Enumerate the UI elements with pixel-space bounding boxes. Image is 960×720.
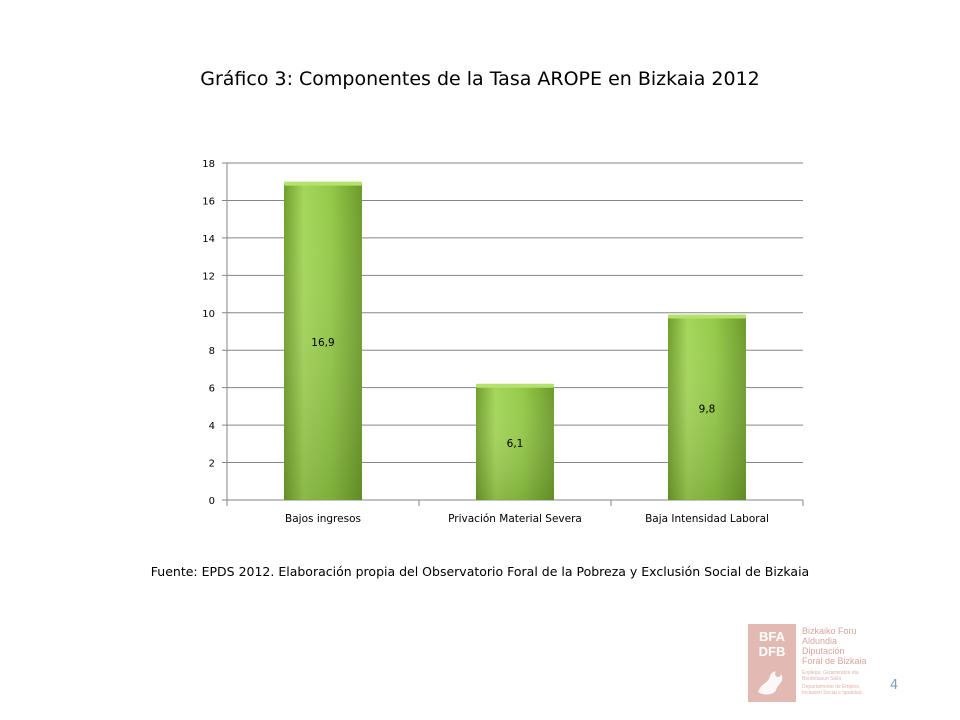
y-tick-label: 10 (202, 309, 215, 320)
bar-top-bevel (284, 181, 362, 186)
logo-text: Bizkaiko Foru Aldundia Diputación Foral … (802, 626, 878, 666)
logo-line3: Diputación (802, 646, 845, 656)
y-tick-label: 0 (209, 496, 215, 507)
x-category-label: Privación Material Severa (448, 513, 582, 525)
logo-line2: Aldundia (802, 636, 838, 646)
bar-shade (668, 316, 746, 500)
logo-mark: BFA DFB (748, 624, 796, 702)
y-tick-label: 2 (209, 459, 215, 470)
logo-mark-line2: DFB (758, 644, 786, 659)
logo-small2: Departamento de Empleo, Inclusión Social… (802, 684, 862, 696)
y-tick-label: 16 (202, 196, 215, 207)
y-tick-label: 18 (202, 159, 215, 170)
bar-shade (284, 183, 362, 500)
y-tick-label: 14 (202, 234, 215, 245)
logo-line1: Bizkaiko Foru (802, 626, 857, 636)
y-tick-label: 8 (209, 346, 215, 357)
x-category-label: Bajos ingresos (285, 513, 361, 525)
logo-small1: Enplegu, Gizarteratze eta Berdintasun Sa… (802, 670, 859, 682)
logo-mark-line1: BFA (759, 629, 785, 644)
x-category-label: Baja Intensidad Laboral (645, 513, 769, 525)
y-tick-label: 4 (209, 421, 215, 432)
bar-shade (476, 385, 554, 500)
logo-line4: Foral de Bizkaia (802, 656, 867, 666)
page-number: 4 (890, 678, 899, 693)
y-tick-label: 6 (209, 384, 215, 395)
bar-data-label: 16,9 (311, 337, 334, 349)
source-note: Fuente: EPDS 2012. Elaboración propia de… (150, 564, 810, 579)
bfa-dfb-logo: BFA DFB Bizkaiko Foru Aldundia Diputació… (748, 624, 878, 706)
logo-emblem-icon (758, 671, 783, 695)
bar-data-label: 9,8 (699, 403, 716, 415)
bar-top-bevel (668, 314, 746, 319)
bar-data-label: 6,1 (507, 438, 524, 450)
y-tick-label: 12 (202, 271, 215, 282)
bar-top-bevel (476, 383, 554, 388)
chart-title: Gráfico 3: Componentes de la Tasa AROPE … (200, 68, 760, 90)
